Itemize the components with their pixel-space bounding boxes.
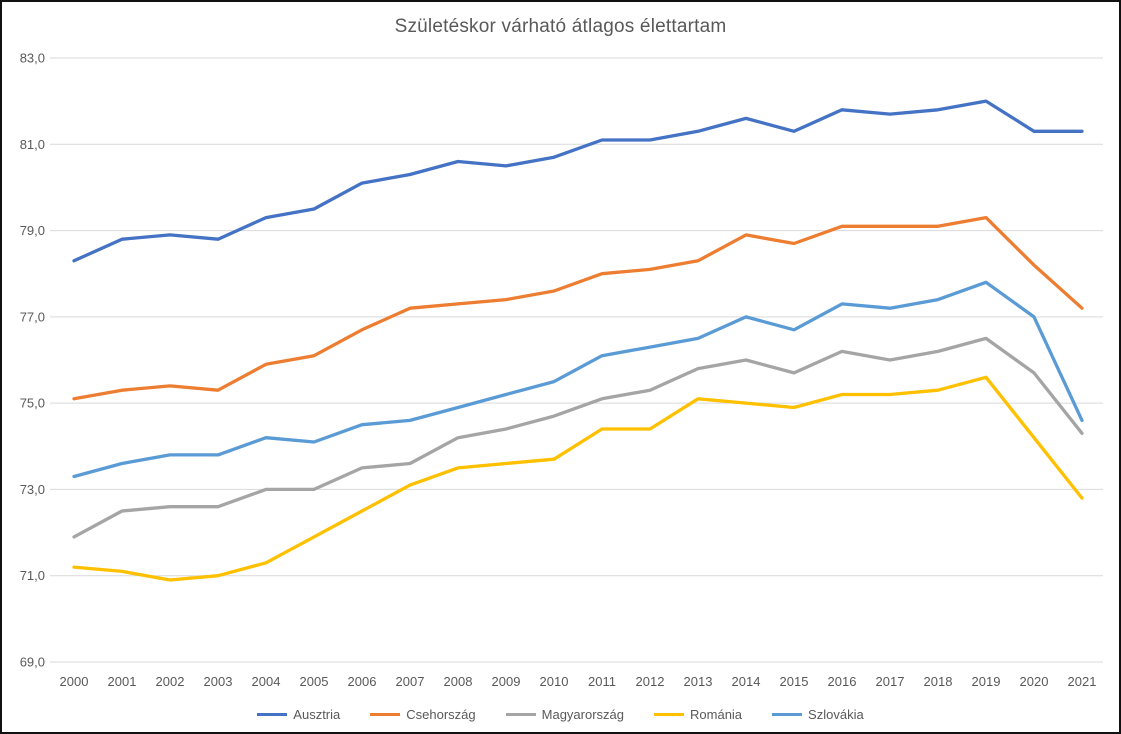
y-axis-labels: 69,0 71,0 73,0 75,0 77,0 79,0 81,0 83,0 bbox=[20, 51, 45, 670]
x-axis-label: 2004 bbox=[252, 674, 281, 689]
x-axis-label: 2016 bbox=[828, 674, 857, 689]
gridlines bbox=[50, 57, 1103, 663]
series-line-románia bbox=[72, 375, 1084, 582]
legend-swatch bbox=[772, 713, 803, 716]
x-axis-label: 2014 bbox=[732, 674, 761, 689]
legend-item-ausztria: Ausztria bbox=[257, 707, 340, 722]
x-axis-label: 2001 bbox=[108, 674, 137, 689]
legend-item-románia: Románia bbox=[654, 707, 742, 722]
series-line-csehország bbox=[72, 215, 1084, 401]
x-axis-label: 2013 bbox=[684, 674, 713, 689]
series-lines bbox=[72, 99, 1084, 582]
chart-legend: Ausztria Csehország Magyarország Románia Szl… bbox=[2, 707, 1119, 722]
series-line-szlovákia bbox=[72, 280, 1084, 479]
legend-label: Románia bbox=[690, 707, 743, 722]
y-axis-label: 81,0 bbox=[20, 137, 45, 152]
x-axis-label: 2017 bbox=[876, 674, 905, 689]
y-axis-label: 83,0 bbox=[20, 51, 45, 66]
x-axis-label: 2006 bbox=[348, 674, 377, 689]
x-axis-label: 2020 bbox=[1020, 674, 1049, 689]
legend-swatch bbox=[370, 713, 401, 716]
x-axis-label: 2012 bbox=[636, 674, 665, 689]
x-axis-label: 2008 bbox=[444, 674, 473, 689]
legend-label: Ausztria bbox=[293, 707, 341, 722]
legend-item-magyarország: Magyarország bbox=[505, 707, 625, 722]
x-axis-label: 2007 bbox=[396, 674, 425, 689]
x-axis-label: 2010 bbox=[540, 674, 569, 689]
x-axis-label: 2009 bbox=[492, 674, 521, 689]
legend-label: Szlovákia bbox=[808, 707, 864, 722]
x-axis-label: 2002 bbox=[156, 674, 185, 689]
x-axis-label: 2005 bbox=[300, 674, 329, 689]
series-line-ausztria bbox=[72, 99, 1084, 263]
legend-swatch bbox=[654, 713, 685, 716]
x-axis-label: 2021 bbox=[1068, 674, 1097, 689]
y-axis-label: 75,0 bbox=[20, 396, 45, 411]
x-axis-label: 2015 bbox=[780, 674, 809, 689]
x-axis-label: 2003 bbox=[204, 674, 233, 689]
y-axis-label: 71,0 bbox=[20, 568, 45, 583]
legend-item-szlovákia: Szlovákia bbox=[772, 707, 864, 722]
legend-swatch bbox=[505, 713, 536, 716]
y-axis-label: 79,0 bbox=[20, 223, 45, 238]
x-axis-label: 2000 bbox=[60, 674, 89, 689]
legend-label: Magyarország bbox=[541, 707, 625, 722]
x-axis-label: 2019 bbox=[972, 674, 1001, 689]
series-line-magyarország bbox=[72, 336, 1084, 539]
line-chart-plot: 69,0 71,0 73,0 75,0 77,0 79,0 81,0 83,0 2000 2001… bbox=[20, 51, 1103, 689]
x-axis-label: 2011 bbox=[588, 674, 616, 689]
x-axis-labels: 2000 2001 2002 2003 2004 2005 2006 2007 2008 2009… bbox=[60, 674, 1097, 689]
chart-title: Születéskor várható átlagos élettartam bbox=[394, 16, 727, 37]
x-axis-label: 2018 bbox=[924, 674, 953, 689]
legend-item-csehország: Csehország bbox=[370, 707, 476, 722]
legend-swatch bbox=[257, 713, 288, 716]
y-axis-label: 73,0 bbox=[20, 482, 45, 497]
legend-label: Csehország bbox=[406, 707, 476, 722]
y-axis-label: 77,0 bbox=[20, 309, 45, 324]
y-axis-label: 69,0 bbox=[20, 655, 45, 670]
